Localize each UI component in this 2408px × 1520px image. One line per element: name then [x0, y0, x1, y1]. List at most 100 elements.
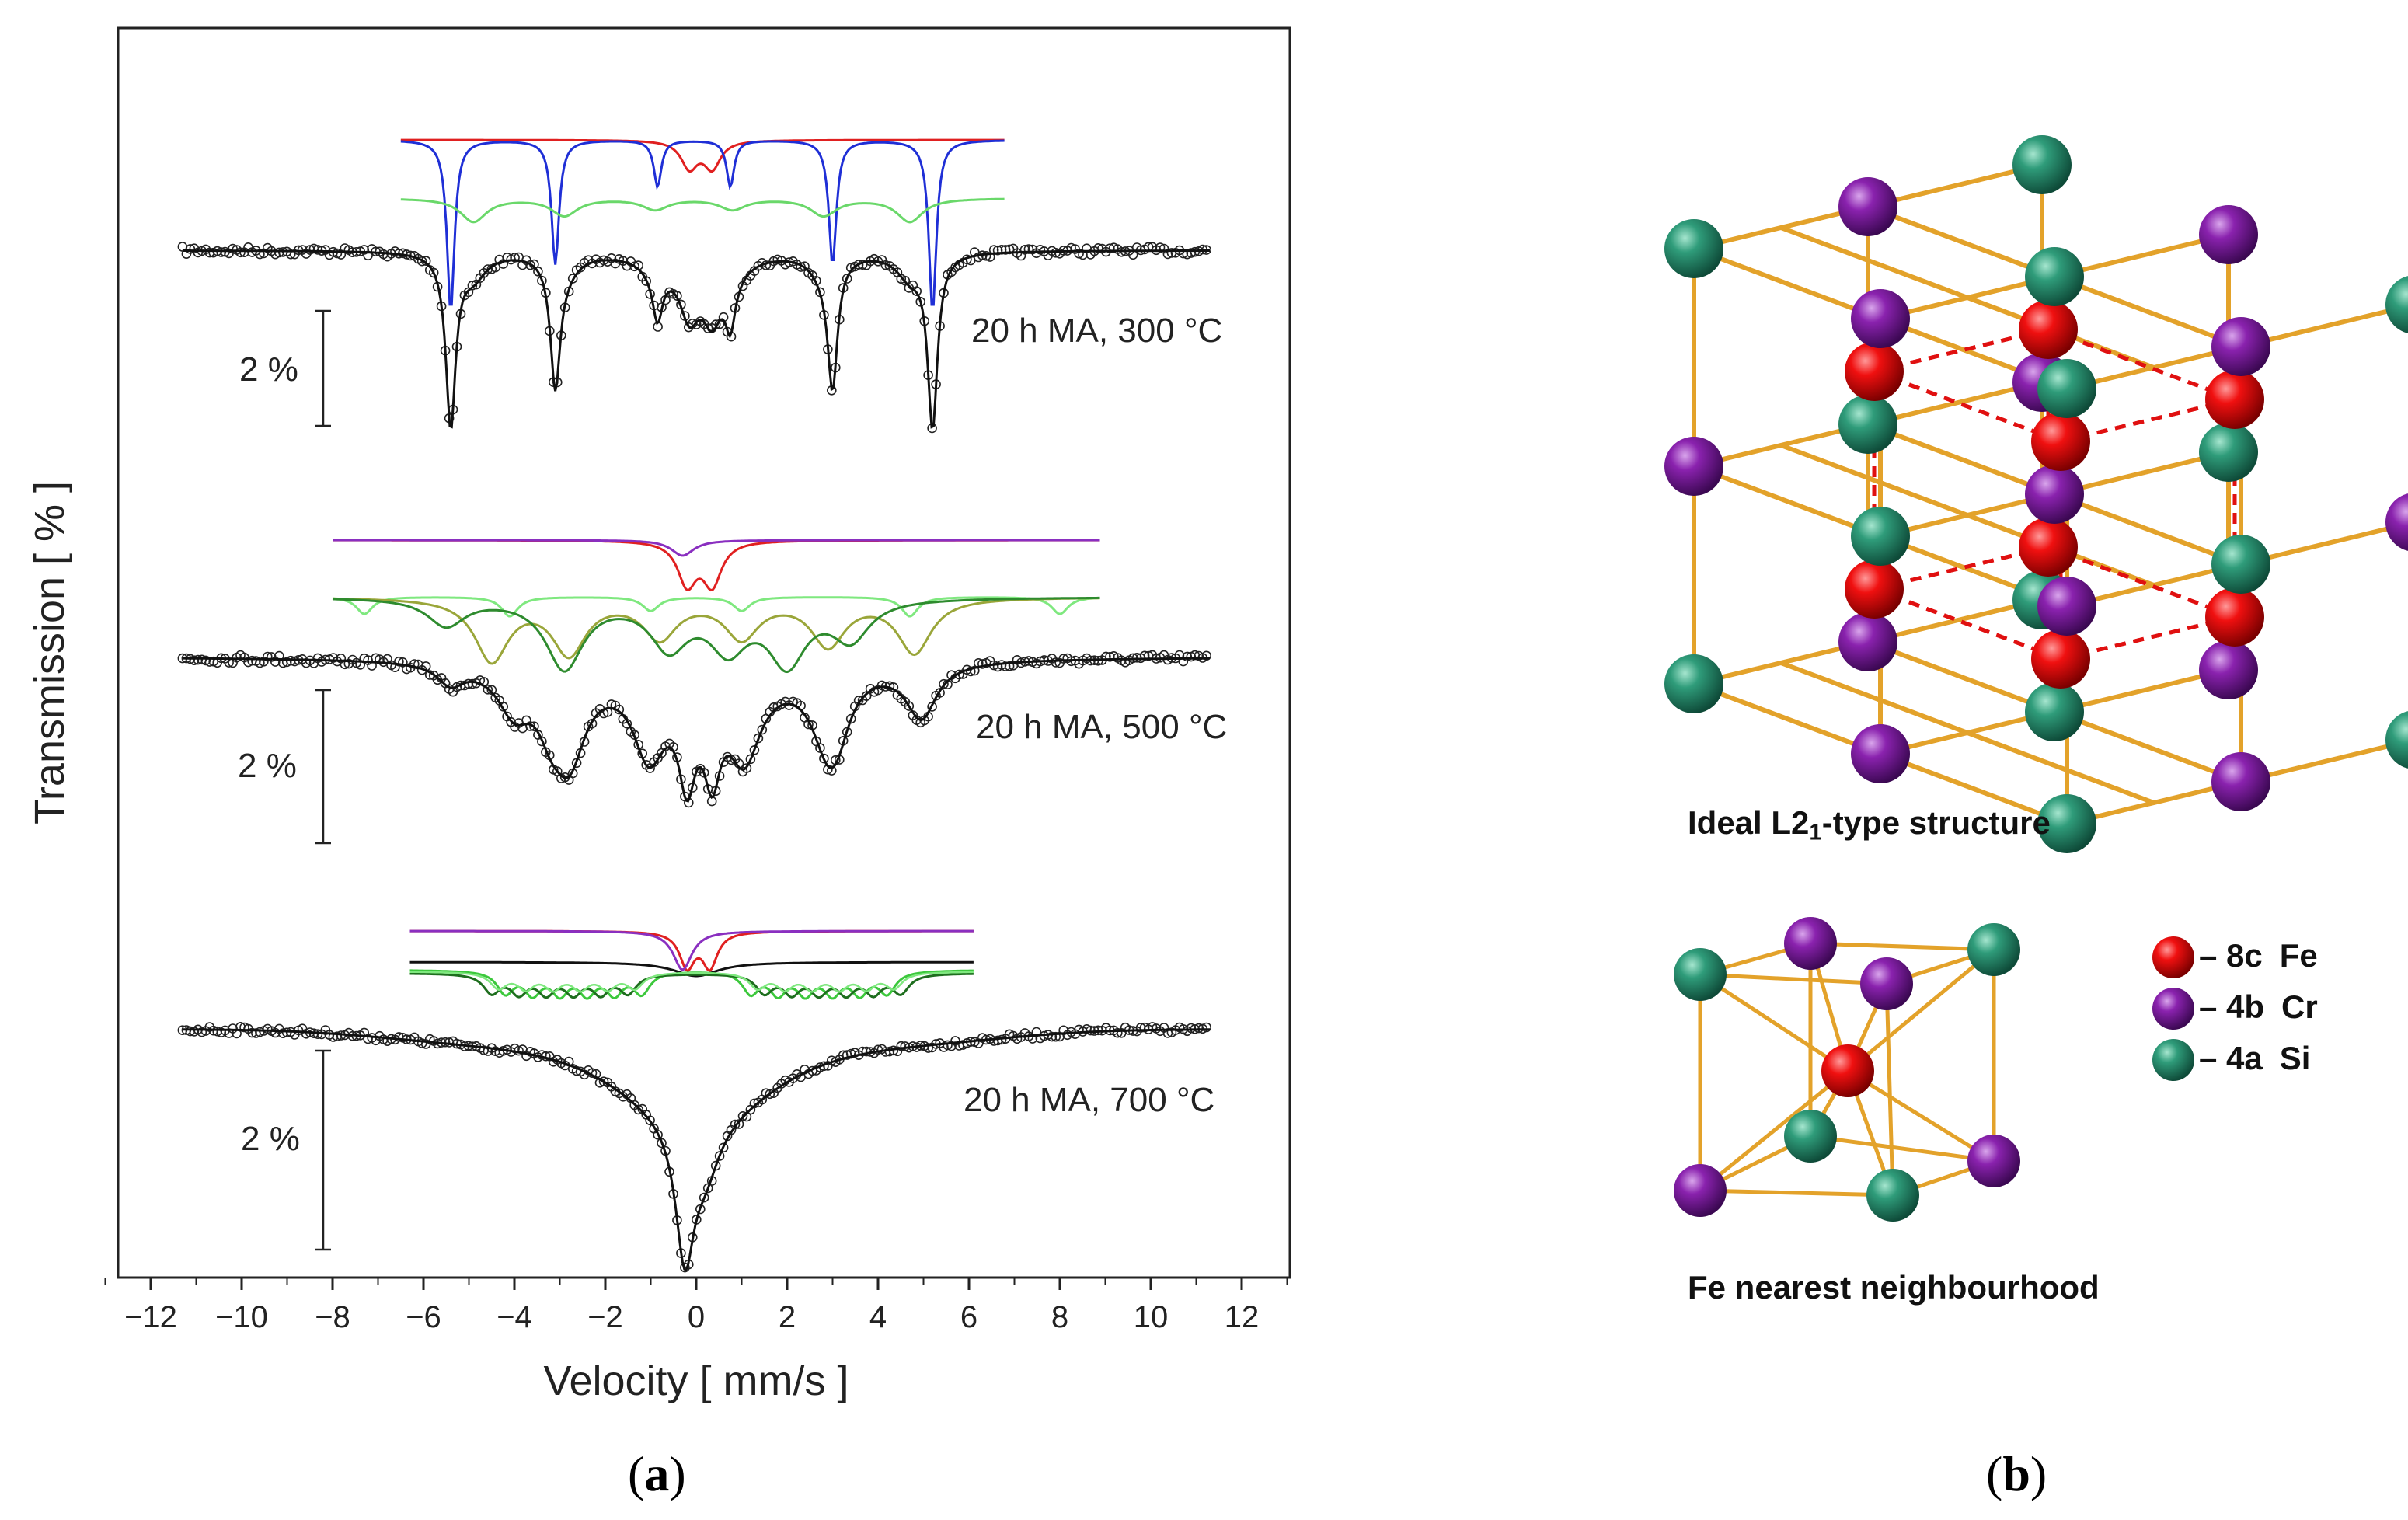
nbr-atom-cr	[1967, 1135, 2020, 1187]
data-point	[702, 1183, 713, 1194]
scale-bar-300	[315, 309, 331, 427]
atom-fe	[2205, 370, 2264, 429]
nbr-bond	[1699, 972, 1849, 1073]
caption-l21-structure: Ideal L21-type structure	[1688, 804, 2051, 845]
data-point	[904, 701, 915, 711]
data-point	[1101, 651, 1111, 662]
data-point	[1093, 242, 1103, 253]
data-point	[737, 1111, 748, 1121]
nbr-atom-si	[1674, 948, 1727, 1001]
data-point	[1194, 1023, 1204, 1034]
fe-edge	[2047, 327, 2236, 402]
data-point	[927, 702, 937, 712]
data-point	[1186, 1023, 1197, 1034]
legend-spheres	[2152, 936, 2194, 1081]
spectrum-500-fit	[182, 657, 1210, 803]
lattice-atoms	[1664, 135, 2408, 853]
atom-cr	[2025, 465, 2084, 524]
data-point	[653, 1130, 663, 1140]
legend-sphere-si	[2152, 1039, 2194, 1081]
data-point	[533, 266, 543, 277]
legend-fe: – 8c Fe	[2199, 937, 2318, 974]
x-axis-ticks: −12 −10 −8 −6 −4 −2 0 2 4 6 8 10 12	[104, 1278, 1288, 1334]
nbr-atom-cr	[1784, 917, 1837, 970]
atom-cr	[1851, 724, 1910, 783]
atom-si	[1838, 395, 1897, 454]
atom-cr	[1838, 177, 1897, 236]
x-tick-label: 2	[779, 1300, 796, 1334]
data-point	[726, 755, 737, 765]
data-point	[857, 1046, 868, 1057]
nbr-atom-si	[1784, 1110, 1837, 1163]
fe-edge	[1873, 587, 2061, 661]
data-point	[943, 1040, 953, 1051]
component-300-sextet	[400, 139, 1005, 306]
nbr-bond	[1846, 948, 1995, 1072]
atom-cr	[2199, 640, 2258, 699]
x-tick-label: −10	[215, 1300, 268, 1334]
data-point	[510, 253, 520, 263]
data-point	[1004, 661, 1015, 671]
fe-edge	[2047, 545, 2236, 619]
atom-si	[1664, 219, 1723, 278]
x-tick-label: −4	[497, 1300, 532, 1334]
scale-bar-label-300: 2 %	[239, 350, 298, 389]
data-point	[486, 685, 497, 696]
data-point	[657, 1138, 667, 1149]
legend-sphere-cr	[2152, 988, 2194, 1030]
spectrum-label-500: 20 h MA, 500 °C	[976, 708, 1227, 746]
plot-border	[117, 26, 1291, 1279]
component-500-sextet1	[332, 596, 1100, 618]
nbr-bond	[1810, 1134, 1995, 1163]
neighbourhood-atoms	[1674, 917, 2020, 1222]
data-point	[428, 267, 439, 278]
x-tick-label: 4	[869, 1300, 887, 1334]
data-point	[197, 1027, 207, 1037]
data-point	[247, 1027, 257, 1038]
atom-cr	[1851, 289, 1910, 348]
data-point	[753, 733, 764, 744]
data-point	[483, 684, 493, 695]
data-point	[935, 688, 945, 698]
nbr-atom-si	[1967, 923, 2020, 976]
spectrum-label-300: 20 h MA, 300 °C	[971, 312, 1222, 350]
data-point	[537, 275, 547, 286]
component-700-singlet	[409, 929, 974, 971]
data-point	[853, 260, 864, 270]
data-point	[598, 1076, 609, 1086]
data-point	[749, 744, 760, 755]
atom-fe	[1845, 342, 1904, 401]
legend-si: – 4a Si	[2199, 1040, 2311, 1076]
data-point	[923, 1043, 933, 1053]
legend-sphere-fe	[2152, 936, 2194, 978]
inner-fe-cube-dashed	[1872, 327, 2237, 661]
data-point	[1023, 244, 1034, 254]
data-point	[992, 245, 1003, 256]
spectra-group	[177, 138, 1211, 1273]
nbr-bond	[1846, 1069, 1995, 1163]
atom-fe	[2019, 518, 2078, 577]
data-point	[970, 665, 980, 676]
data-point	[189, 655, 200, 666]
data-point	[745, 754, 756, 765]
data-point	[1000, 661, 1011, 671]
data-point	[467, 678, 478, 689]
atom-cr	[1664, 437, 1723, 496]
scale-bar-label-700: 2 %	[241, 1120, 300, 1158]
atom-si	[2037, 359, 2096, 418]
data-point	[416, 1038, 427, 1048]
bond-x	[1779, 225, 2155, 370]
component-300-doublet	[400, 138, 1005, 173]
x-tick-label: −2	[587, 1300, 623, 1334]
data-point	[409, 659, 420, 669]
data-point	[827, 765, 837, 776]
scale-bar-500	[315, 689, 331, 845]
scale-bar-label-500: 2 %	[238, 747, 297, 785]
atom-si	[2199, 423, 2258, 482]
component-300-broad	[400, 197, 1005, 224]
nbr-atom-cr	[1674, 1164, 1727, 1217]
data-point	[757, 724, 768, 735]
data-point	[262, 651, 273, 662]
atom-fe	[2205, 587, 2264, 647]
nbr-bond	[1699, 1069, 1849, 1192]
